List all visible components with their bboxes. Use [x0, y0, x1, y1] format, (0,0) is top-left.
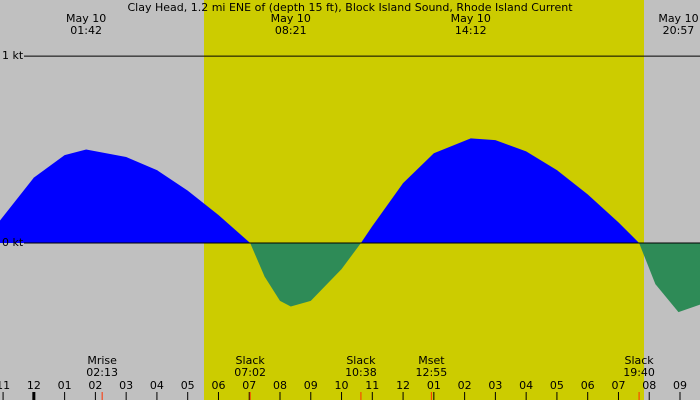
extreme-date: May 10 [658, 12, 698, 25]
ebb-area [639, 242, 700, 313]
ebb-area [250, 242, 361, 307]
x-tick-label: 12 [396, 379, 410, 392]
extreme-time: 08:21 [275, 24, 307, 37]
extreme-time: 20:57 [663, 24, 695, 37]
extreme-date: May 10 [271, 12, 311, 25]
extreme-time: 14:12 [455, 24, 487, 37]
event-time: 02:13 [86, 366, 118, 379]
x-tick-label: 06 [211, 379, 225, 392]
x-tick-label: 09 [673, 379, 687, 392]
x-tick-label: 06 [581, 379, 595, 392]
event-label: Mset [418, 354, 445, 367]
x-tick-label: 12 [27, 379, 41, 392]
extreme-date: May 10 [66, 12, 106, 25]
x-tick-label: 11 [0, 379, 10, 392]
x-tick-label: 03 [119, 379, 133, 392]
flood-area [0, 149, 251, 243]
event-time: 10:38 [345, 366, 377, 379]
x-tick-label: 02 [88, 379, 102, 392]
x-tick-label: 11 [365, 379, 379, 392]
x-tick-label: 10 [335, 379, 349, 392]
event-label: Slack [236, 354, 266, 367]
event-label: Slack [624, 354, 654, 367]
event-time: 07:02 [234, 366, 266, 379]
x-tick-label: 03 [488, 379, 502, 392]
flood-area [360, 138, 640, 243]
x-tick-label: 05 [550, 379, 564, 392]
event-time: 12:55 [416, 366, 448, 379]
chart-title: Clay Head, 1.2 mi ENE of (depth 15 ft), … [127, 1, 573, 14]
y-tick-label: 1 kt [2, 49, 24, 62]
extreme-time: 01:42 [70, 24, 102, 37]
x-tick-label: 07 [242, 379, 256, 392]
x-tick-label: 01 [427, 379, 441, 392]
x-tick-label: 04 [519, 379, 533, 392]
x-tick-label: 08 [642, 379, 656, 392]
y-tick-label: 0 kt [2, 236, 24, 249]
x-tick-label: 07 [611, 379, 625, 392]
event-label: Slack [346, 354, 376, 367]
x-tick-label: 04 [150, 379, 164, 392]
x-tick-label: 09 [304, 379, 318, 392]
extreme-date: May 10 [451, 12, 491, 25]
x-tick-label: 01 [58, 379, 72, 392]
x-tick-label: 05 [181, 379, 195, 392]
x-tick-label: 02 [458, 379, 472, 392]
event-time: 19:40 [623, 366, 655, 379]
x-tick-label: 08 [273, 379, 287, 392]
event-label: Mrise [87, 354, 117, 367]
